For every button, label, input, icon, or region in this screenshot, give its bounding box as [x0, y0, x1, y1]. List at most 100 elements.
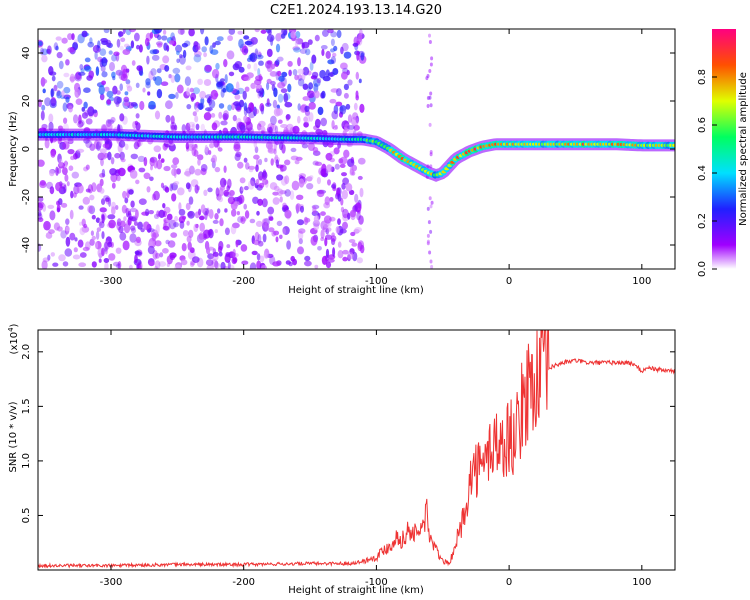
spectrogram-noise-cell — [61, 202, 68, 208]
spectrogram-noise-cell — [273, 230, 280, 236]
spectrogram-noise-cell — [243, 35, 250, 40]
spectrogram-noise-cell — [236, 211, 240, 216]
spectrogram-noise-cell — [234, 153, 241, 161]
spectrogram-noise-cell — [99, 188, 105, 194]
spectrogram-noise-cell — [428, 196, 432, 201]
spectrogram-noise-cell — [113, 51, 120, 57]
spectrogram-noise-cell — [281, 144, 286, 154]
spectrogram-noise-cell — [48, 229, 55, 234]
spectrogram-noise-cell — [177, 29, 185, 35]
spectrogram-noise-cell — [108, 219, 116, 229]
spectrogram-noise-cell — [147, 228, 155, 233]
spectrogram-noise-cell — [129, 169, 138, 179]
spectrogram-noise-cell — [226, 244, 231, 249]
spectrogram-noise-cell — [341, 189, 348, 200]
spectrogram-noise-cell — [112, 75, 116, 81]
spectrogram-noise-cell — [224, 227, 230, 236]
spectrogram-noise-cell — [53, 84, 58, 92]
spectrogram-x-axis-label: Height of straight line (km) — [288, 285, 424, 296]
spectrogram-noise-cell — [159, 252, 164, 258]
spectrogram-noise-cell — [238, 66, 245, 73]
spectrogram-noise-cell — [154, 110, 161, 120]
spectrogram-noise-cell — [258, 158, 263, 166]
spectrogram-noise-cell — [55, 36, 62, 41]
spectrogram-noise-cell — [427, 220, 431, 225]
spectrogram-x-axis: -300 -200 -100 0 100 — [100, 29, 651, 287]
spectrogram-noise-cell — [135, 236, 141, 243]
spectrogram-noise-cell — [192, 111, 197, 117]
spectrogram-noise-cell — [279, 234, 283, 239]
spectrogram-noise-cell — [185, 122, 191, 132]
spectrogram-noise-cell — [53, 42, 59, 51]
snr-series-line — [38, 330, 675, 569]
spectrogram-noise-cell — [158, 153, 161, 160]
spectrogram-noise-cell — [76, 184, 84, 194]
spectrogram-noise-cell — [244, 185, 249, 191]
spectrogram-noise-cell — [87, 41, 94, 48]
spectrogram-noise-cell — [210, 49, 219, 55]
spectrogram-noise-cell — [72, 254, 81, 260]
spectrogram-noise-cell — [58, 158, 64, 167]
spectrogram-noise-cell — [64, 174, 69, 182]
spectrogram-noise-cell — [266, 48, 273, 58]
spectrogram-noise-cell — [426, 233, 430, 238]
spectrogram-noise-cell — [129, 233, 137, 243]
spectrogram-noise-cell — [232, 256, 238, 264]
spectrogram-noise-cell — [292, 258, 297, 266]
spectrogram-noise-cell — [227, 35, 234, 42]
spectrogram-noise-cell — [122, 49, 131, 55]
spectrogram-noise-cell — [266, 98, 270, 106]
spectrogram-noise-cell — [200, 97, 205, 105]
spectrogram-noise-cell — [154, 29, 162, 34]
spectrogram-noise-cell — [326, 227, 332, 232]
spectrogram-noise-cell — [240, 215, 246, 225]
spectrogram-noise-cell — [268, 227, 275, 233]
spectrogram-noise-cell — [129, 264, 133, 269]
spectrogram-noise-cell — [335, 101, 343, 107]
spectrogram-noise-cell — [282, 226, 290, 235]
spectrogram-noise-cell — [295, 156, 303, 161]
spectrogram-noise-cell — [313, 90, 320, 99]
spectrogram-noise-cell — [341, 182, 346, 190]
spectrogram-noise-cell — [101, 214, 105, 224]
spectrogram-noise-cell — [430, 56, 434, 61]
spectrogram-noise-cell — [206, 264, 214, 269]
spectrogram-noise-cell — [198, 232, 205, 240]
spectrogram-noise-cell — [81, 226, 90, 233]
spectrogram-noise-cell — [214, 229, 218, 234]
spectrogram-noise-cell — [255, 75, 263, 82]
spectrogram-noise-cell — [273, 107, 281, 117]
spectrogram-noise-cell — [111, 201, 116, 210]
spectrogram-noise-cell — [178, 208, 186, 216]
spectrogram-noise-cell — [214, 260, 219, 269]
spectrogram-noise-cell — [67, 47, 75, 53]
spectrogram-noise-cell — [343, 120, 349, 128]
spectrogram-noise-cell — [275, 59, 280, 66]
spectrogram-noise-cell — [264, 157, 268, 163]
spectrogram-noise-cell — [151, 54, 160, 61]
spectrogram-noise-cell — [297, 246, 304, 255]
spectrogram-noise-cell — [176, 84, 184, 94]
spectrogram-noise-cell — [353, 203, 359, 212]
spectrogram-noise-cell — [214, 166, 221, 173]
spectrogram-noise-cell — [101, 57, 108, 67]
spectrogram-noise-cell — [266, 82, 270, 91]
spectrogram-noise-cell — [311, 71, 319, 79]
spectrogram-noise-cell — [90, 230, 94, 236]
spectrogram-noise-cell — [430, 264, 434, 269]
spectrogram-noise-cell — [210, 89, 218, 100]
spectrogram-noise-cell — [129, 207, 138, 213]
spectrogram-noise-cell — [234, 60, 243, 69]
spectrogram-noise-cell — [244, 40, 253, 46]
spectrogram-noise-cell — [329, 98, 337, 104]
colorbar-tick-label: 0.4 — [697, 165, 708, 181]
spectrogram-noise-cell — [219, 177, 227, 188]
spectrogram-noise-cell — [237, 30, 244, 35]
spectrogram-noise-cell — [254, 48, 259, 56]
spectrogram-noise-cell — [201, 46, 207, 53]
spectrogram-noise-cell — [118, 31, 124, 37]
spectrogram-noise-cell — [297, 74, 303, 81]
colorbar-tick-label: 0.0 — [697, 261, 708, 277]
spectrogram-noise-cell — [337, 218, 341, 226]
spectrogram-noise-cell — [185, 202, 191, 211]
